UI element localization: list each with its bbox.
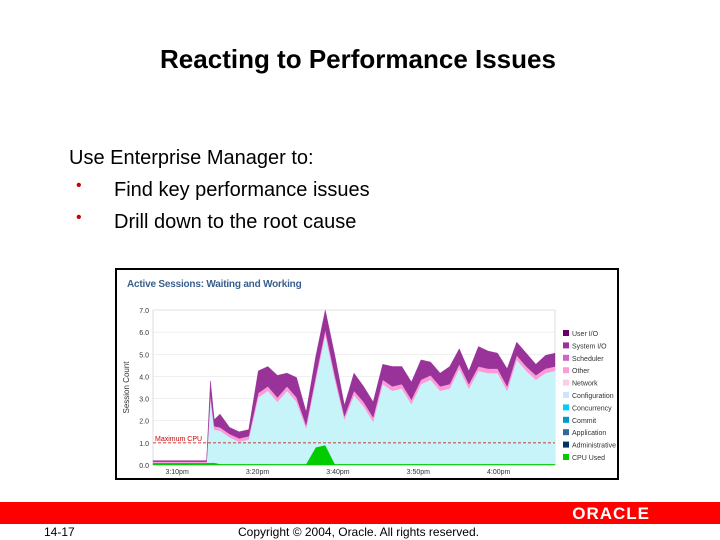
legend-label: Scheduler: [572, 356, 604, 363]
x-tick-label: 4:00pm: [487, 469, 511, 476]
x-tick-label: 3:50pm: [407, 469, 431, 476]
bullet-icon: •: [76, 209, 82, 226]
y-axis-label: Session Count: [122, 361, 131, 414]
y-tick-label: 7.0: [139, 308, 149, 315]
x-tick-label: 3:10pm: [165, 469, 189, 476]
legend-swatch: [563, 354, 569, 361]
legend-label: Administrative: [572, 443, 616, 450]
legend-swatch: [563, 367, 569, 374]
legend-label: Application: [572, 430, 606, 437]
legend-label: Other: [572, 368, 590, 375]
legend-swatch: [563, 416, 569, 423]
legend-label: User I/O: [572, 331, 599, 338]
y-tick-label: 3.0: [139, 397, 149, 404]
threshold-label: Maximum CPU: [155, 436, 202, 443]
slide-number: 14-17: [44, 525, 75, 539]
y-tick-label: 4.0: [139, 374, 149, 381]
x-tick-label: 3:40pm: [326, 469, 350, 476]
footer-bar: ORACLE: [0, 502, 720, 524]
slide-title: Reacting to Performance Issues: [160, 44, 556, 74]
bullet-text: Find key performance issues: [114, 179, 370, 201]
y-tick-label: 5.0: [139, 352, 149, 359]
y-tick-label: 2.0: [139, 419, 149, 426]
copyright-text: Copyright © 2004, Oracle. All rights res…: [238, 525, 479, 539]
legend-swatch: [563, 342, 569, 349]
bullet-text: Drill down to the root cause: [114, 211, 357, 233]
legend-label: Concurrency: [572, 405, 612, 412]
y-tick-label: 6.0: [139, 330, 149, 337]
chart-title: Active Sessions: Waiting and Working: [127, 279, 302, 290]
legend-swatch: [563, 404, 569, 411]
legend-label: Configuration: [572, 393, 614, 400]
legend-label: Commit: [572, 418, 596, 425]
legend-swatch: [563, 330, 569, 336]
legend-swatch: [563, 379, 569, 386]
x-tick-label: 3:20pm: [246, 469, 270, 476]
intro-text: Use Enterprise Manager to:: [69, 147, 314, 169]
legend-label: System I/O: [572, 343, 607, 350]
series-area-scheduler: [152, 309, 556, 462]
legend-label: CPU Used: [572, 455, 605, 462]
legend-swatch: [563, 441, 569, 448]
oracle-logo: ORACLE: [572, 504, 650, 523]
y-tick-label: 0.0: [139, 463, 149, 470]
chart-canvas: 7.0 6.0 5.0 4.0 3.0 2.0 1.0 0.0 Session Count Max…: [122, 308, 616, 476]
bullet-icon: •: [76, 177, 82, 194]
active-sessions-chart: Active Sessions: Waiting and Working 7.0…: [115, 268, 619, 480]
legend-label: Network: [572, 381, 598, 388]
y-tick-label: 1.0: [139, 441, 149, 448]
legend-swatch: [563, 392, 569, 398]
legend-swatch: [563, 429, 569, 436]
legend-swatch: [563, 454, 569, 460]
